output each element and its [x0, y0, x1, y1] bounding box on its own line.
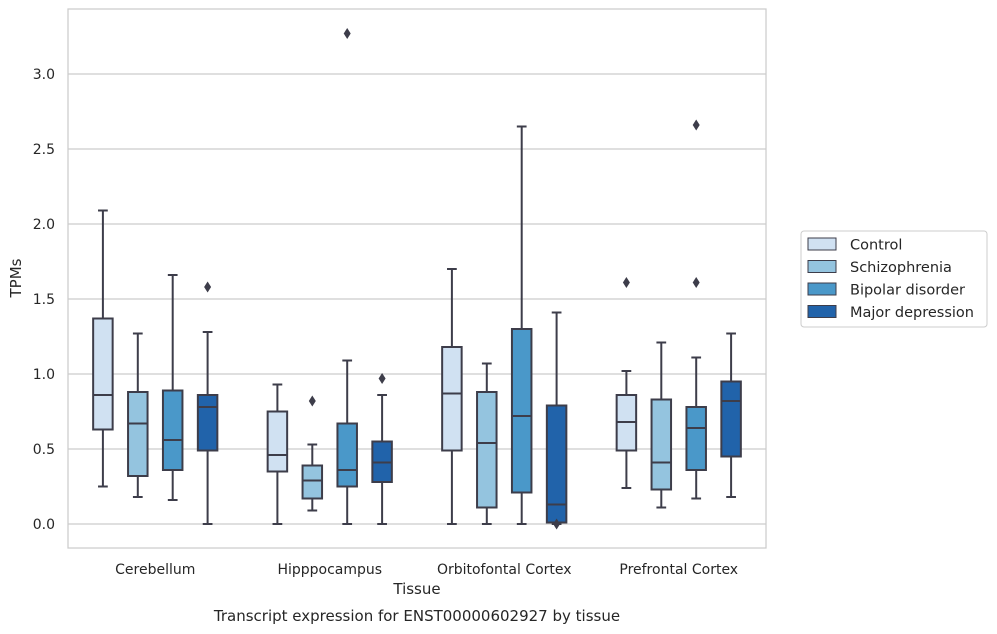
- box-schizophrenia: [127, 332, 149, 498]
- outlier-point: [622, 277, 630, 288]
- box-schizophrenia: [650, 341, 673, 509]
- box-body: [92, 317, 114, 431]
- x-tick-labels: Cerebellum Hipppocampus Orbitofontal Corte…: [115, 562, 738, 578]
- outlier-point: [378, 373, 386, 384]
- y-tick-label: 1.0: [33, 367, 55, 383]
- box-major-depression: [371, 373, 393, 525]
- box-body: [441, 346, 463, 452]
- outlier-point: [692, 277, 700, 288]
- box-major-depression: [720, 332, 742, 498]
- x-tick-label: Prefrontal Cortex: [619, 562, 738, 578]
- box-body: [266, 410, 289, 473]
- outlier-point: [204, 281, 212, 293]
- box-control: [615, 277, 638, 489]
- box-bipolar-disorder: [510, 125, 533, 525]
- box-schizophrenia: [476, 362, 498, 525]
- box-major-depression: [545, 311, 568, 530]
- legend-swatch: [807, 282, 837, 296]
- y-tick-label: 3.0: [33, 67, 55, 83]
- box-major-depression: [196, 281, 219, 525]
- y-tick-label: 0.0: [33, 517, 55, 533]
- x-tick-label: Orbitofontal Cortex: [437, 562, 572, 578]
- chart-title: Transcript expression for ENST0000060292…: [213, 607, 620, 625]
- box-bipolar-disorder: [336, 28, 358, 525]
- grid-lines: [68, 73, 766, 525]
- box-body: [685, 406, 707, 471]
- legend-frame: [800, 230, 988, 328]
- box-control: [266, 383, 289, 525]
- box-body: [510, 328, 533, 494]
- box-bipolar-disorder: [161, 274, 184, 501]
- box-body: [650, 398, 673, 491]
- box-body: [301, 464, 324, 500]
- box-body: [476, 391, 498, 509]
- box-body: [127, 391, 149, 477]
- box-plots: [92, 28, 742, 530]
- box-control: [92, 209, 114, 488]
- y-tick-label: 2.5: [33, 142, 55, 158]
- outlier-point: [692, 119, 700, 131]
- y-axis-label: TPMs: [7, 258, 25, 298]
- box-body: [720, 380, 742, 458]
- legend-label: Bipolar disorder: [850, 283, 965, 299]
- plot-frame: [67, 8, 767, 549]
- box-body: [336, 422, 358, 488]
- box-control: [441, 268, 463, 525]
- box-bipolar-disorder: [685, 119, 707, 500]
- box-body: [161, 389, 184, 471]
- box-schizophrenia: [301, 395, 324, 512]
- x-axis-label: Tissue: [392, 580, 440, 598]
- y-tick-label: 2.0: [33, 217, 55, 233]
- legend-label: Control: [850, 238, 902, 254]
- y-tick-labels: 0.0 0.5 1.0 1.5 2.0 2.5 3.0: [33, 67, 55, 533]
- outlier-point: [308, 395, 316, 407]
- legend-label: Major depression: [850, 305, 974, 321]
- y-tick-label: 0.5: [33, 442, 55, 458]
- legend-swatch: [807, 260, 837, 273]
- legend-label: Schizophrenia: [850, 260, 952, 276]
- outlier-point: [553, 518, 561, 530]
- x-tick-label: Hipppocampus: [277, 562, 382, 578]
- box-body: [196, 394, 219, 452]
- outlier-point: [343, 28, 351, 39]
- y-tick-label: 1.5: [33, 292, 55, 308]
- legend-swatch: [807, 237, 837, 251]
- x-tick-label: Cerebellum: [115, 562, 195, 578]
- legend: Control Schizophrenia Bipolar disorder Majo…: [800, 230, 988, 328]
- legend-swatch: [807, 305, 837, 318]
